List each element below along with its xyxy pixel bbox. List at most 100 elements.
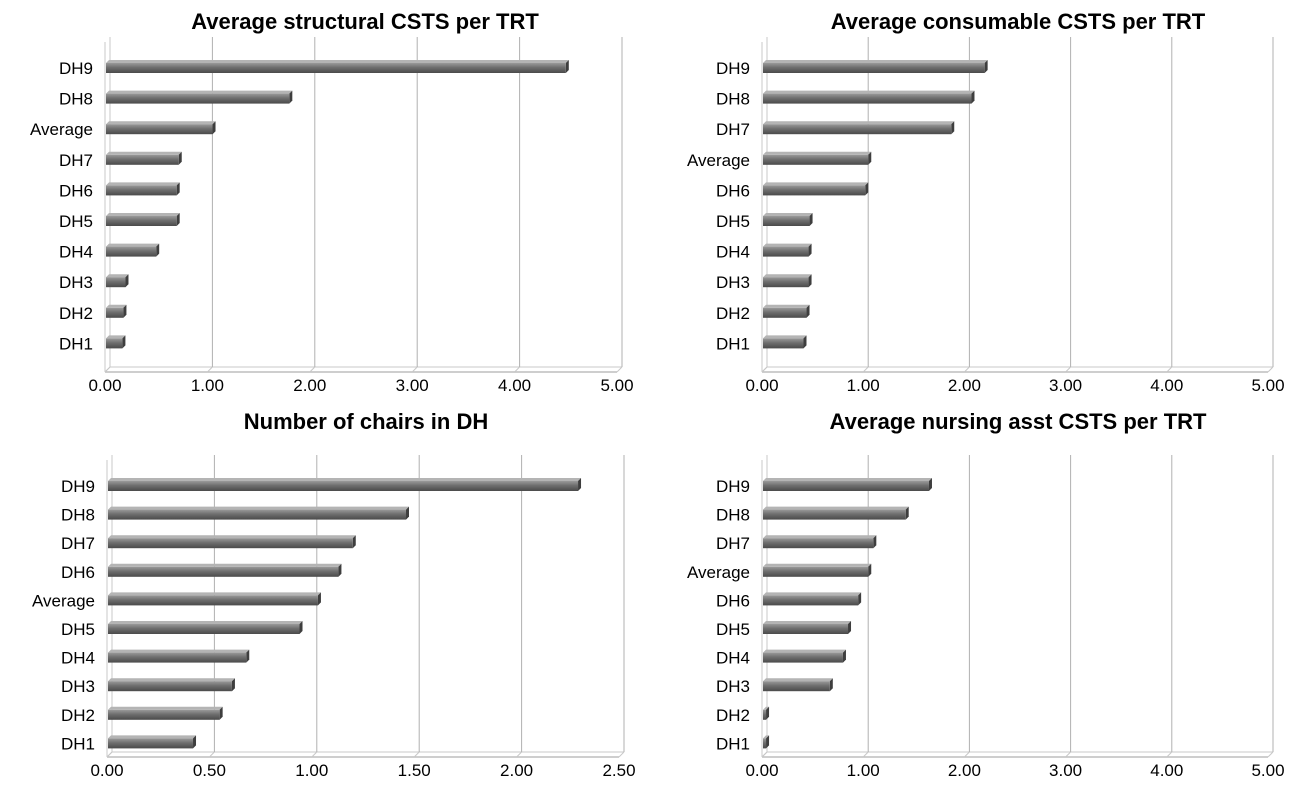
- grid-depth-line: [618, 751, 625, 758]
- grid-depth-line: [411, 366, 418, 373]
- bar: [763, 478, 932, 491]
- bar: [763, 151, 872, 165]
- x-tick-label: 2.00: [948, 761, 981, 780]
- chart-nursing-asst-csts: Average nursing asst CSTS per TRT 0.00 1.0…: [650, 400, 1299, 795]
- chart-svg: Average structural CSTS per TRT 0.00 1.00 2…: [30, 9, 634, 395]
- bar: [108, 706, 223, 720]
- category-label: DH1: [716, 334, 750, 353]
- category-label: Average: [32, 591, 95, 610]
- category-label: DH8: [716, 506, 750, 525]
- bar: [763, 592, 862, 606]
- category-label: DH7: [716, 534, 750, 553]
- category-label: DH7: [61, 534, 95, 553]
- x-tick-label: 5.00: [1251, 376, 1284, 395]
- bar: [763, 274, 812, 288]
- bar: [106, 304, 127, 318]
- x-tick-label: 3.00: [1049, 376, 1082, 395]
- bar: [763, 60, 988, 73]
- bar: [763, 243, 812, 257]
- bar: [763, 90, 975, 104]
- bar: [763, 304, 810, 318]
- category-label: DH9: [716, 59, 750, 78]
- category-label: DH5: [716, 212, 750, 231]
- x-tick-label: 1.00: [847, 376, 880, 395]
- x-tick-label: 2.00: [293, 376, 326, 395]
- bar: [763, 535, 877, 549]
- category-label: Average: [687, 563, 750, 582]
- grid-depth-line: [761, 366, 768, 373]
- bar: [108, 535, 356, 549]
- bar: [763, 706, 770, 720]
- bar: [763, 213, 813, 226]
- category-label: DH7: [716, 120, 750, 139]
- category-label: DH2: [59, 304, 93, 323]
- bar: [108, 649, 250, 663]
- x-tick-label: 0.00: [88, 376, 121, 395]
- grid-depth-line: [1166, 751, 1173, 758]
- chart-title: Number of chairs in DH: [244, 409, 488, 434]
- grid-depth-line: [311, 751, 318, 758]
- category-label: DH4: [59, 243, 93, 262]
- grid-depth-line: [616, 366, 623, 373]
- bar: [763, 735, 770, 749]
- x-tick-label: 2.50: [602, 761, 635, 780]
- grid-depth-line: [964, 751, 970, 758]
- category-label: DH6: [716, 591, 750, 610]
- category-label: DH4: [716, 243, 750, 262]
- category-label: DH3: [59, 273, 93, 292]
- bar: [108, 592, 321, 606]
- category-label: DH3: [716, 273, 750, 292]
- x-tick-label: 1.00: [847, 761, 880, 780]
- x-tick-label: 0.00: [90, 761, 123, 780]
- grid-depth-line: [516, 751, 522, 758]
- bar: [106, 90, 293, 104]
- x-tick-label: 1.50: [398, 761, 431, 780]
- bar: [106, 60, 569, 73]
- category-label: DH9: [716, 477, 750, 496]
- bar: [763, 649, 846, 663]
- x-tick-label: 4.00: [498, 376, 531, 395]
- chart-svg: Average consumable CSTS per TRT 0.00 1.00 2…: [687, 9, 1285, 395]
- category-label: DH3: [716, 677, 750, 696]
- grid-depth-line: [104, 366, 111, 373]
- category-label: DH6: [61, 563, 95, 582]
- category-label: DH6: [716, 181, 750, 200]
- x-tick-label: 2.00: [500, 761, 533, 780]
- category-label: DH1: [61, 734, 95, 753]
- category-label: DH3: [61, 677, 95, 696]
- bar: [108, 735, 197, 749]
- grid-depth-line: [1166, 366, 1173, 373]
- x-tick-label: 0.00: [745, 761, 778, 780]
- category-label: Average: [687, 151, 750, 170]
- x-tick-label: 5.00: [1251, 761, 1284, 780]
- category-label: DH9: [61, 477, 95, 496]
- chart-title: Average structural CSTS per TRT: [191, 9, 539, 34]
- grid-depth-line: [413, 751, 420, 758]
- bar: [106, 335, 126, 349]
- category-label: DH4: [716, 649, 750, 668]
- chart-title: Average consumable CSTS per TRT: [831, 9, 1206, 34]
- bar: [763, 563, 872, 577]
- bar: [106, 243, 160, 257]
- bar: [763, 506, 909, 520]
- chart-title: Average nursing asst CSTS per TRT: [830, 409, 1208, 434]
- x-tick-label: 1.00: [295, 761, 328, 780]
- x-tick-label: 1.00: [191, 376, 224, 395]
- grid-depth-line: [1267, 366, 1274, 373]
- x-tick-label: 4.00: [1150, 376, 1183, 395]
- bar: [763, 335, 807, 349]
- grid-depth-line: [309, 366, 316, 373]
- bar: [108, 678, 235, 692]
- grid-depth-line: [964, 366, 970, 373]
- grid-depth-line: [514, 366, 520, 373]
- grid-depth-line: [209, 751, 215, 758]
- chart-number-of-chairs: Number of chairs in DH 0.00 0.50 1.00 1.50 2.…: [0, 400, 649, 795]
- category-label: DH1: [716, 734, 750, 753]
- grid-depth-line: [862, 366, 869, 373]
- bar: [106, 121, 216, 135]
- bar: [108, 506, 410, 520]
- category-label: DH6: [59, 181, 93, 200]
- x-tick-label: 3.00: [1049, 761, 1082, 780]
- category-label: DH5: [59, 212, 93, 231]
- chart-structural-csts: Average structural CSTS per TRT 0.00 1.00 2…: [0, 0, 649, 395]
